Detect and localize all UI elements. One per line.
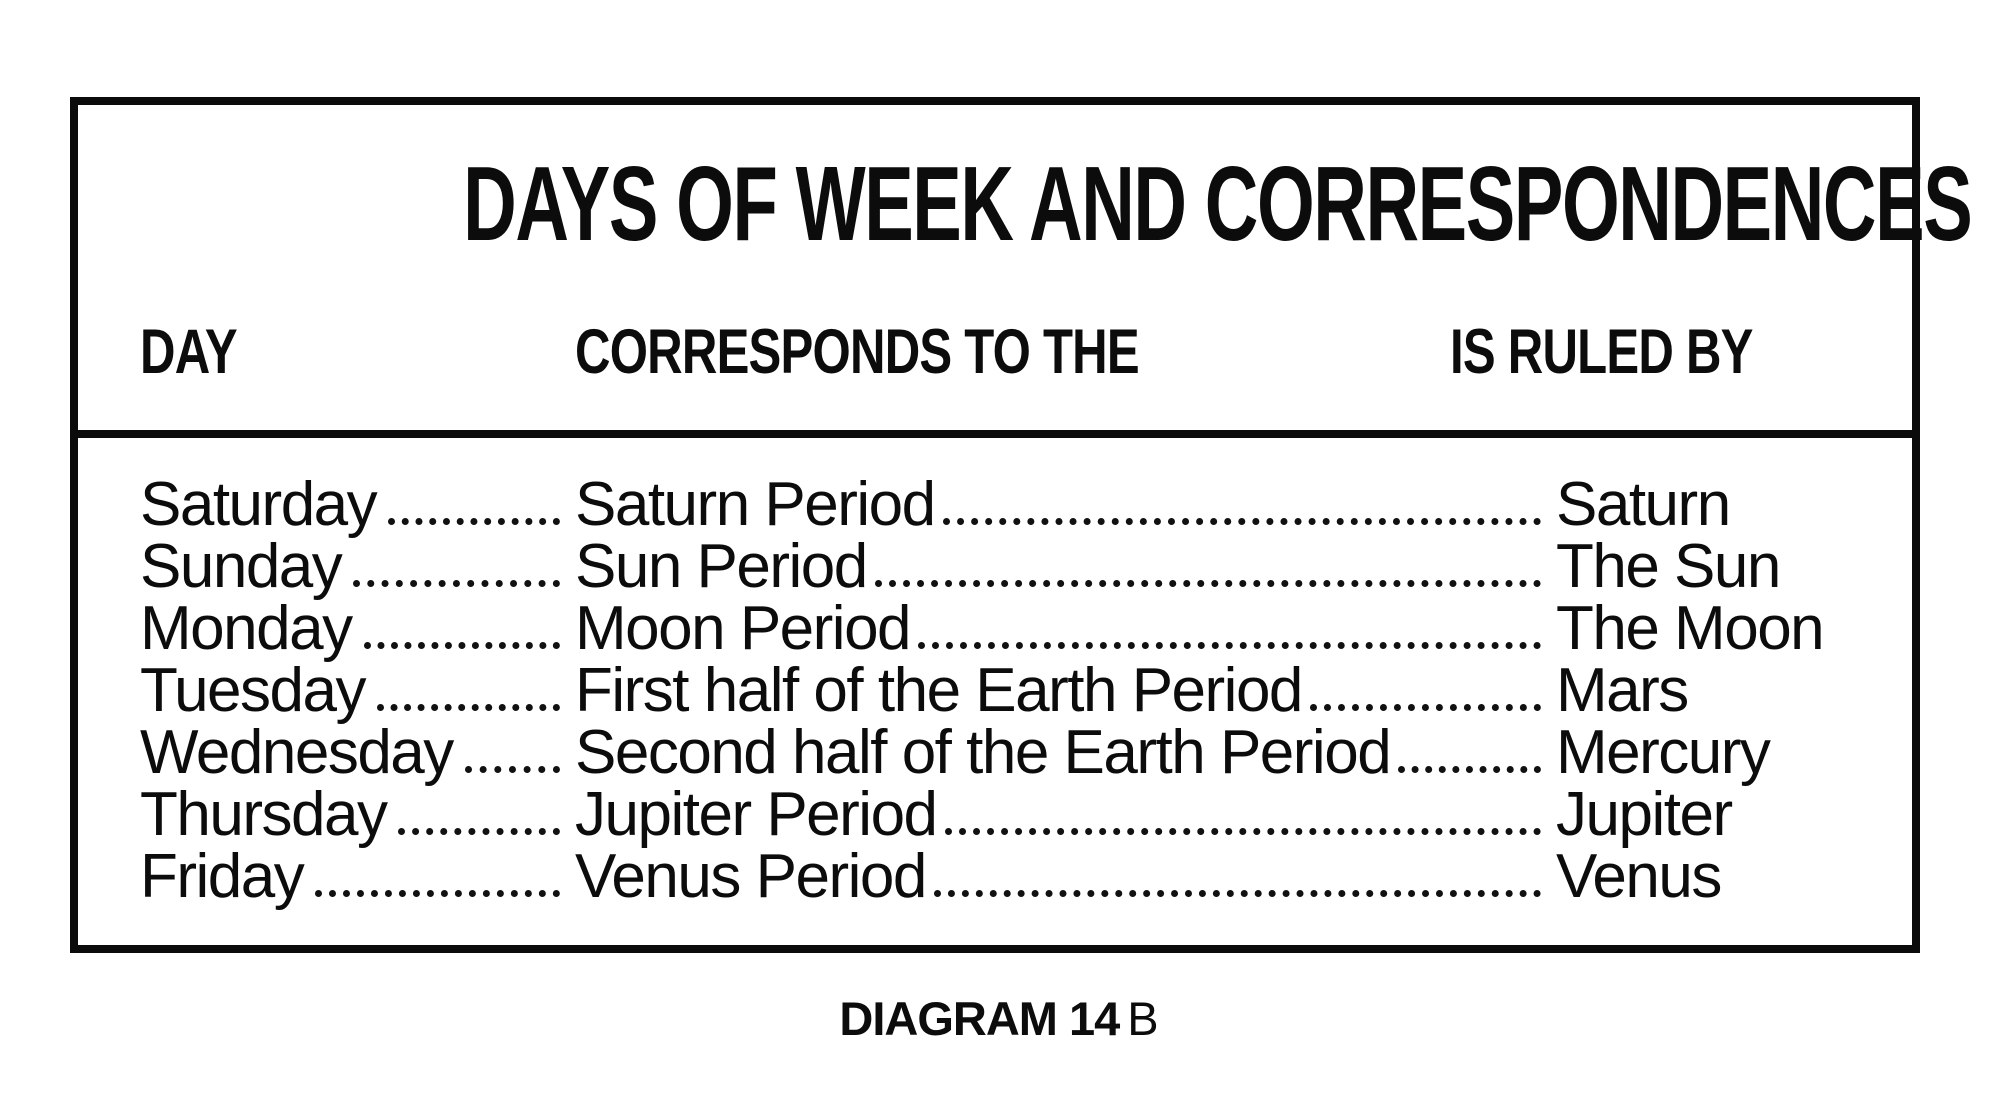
day-cell: Thursday [140, 784, 560, 846]
day-label: Saturday [140, 470, 378, 539]
dot-leader [388, 518, 560, 525]
table-header-row: DAY CORRESPONDS TO THE IS RULED BY [78, 321, 1912, 400]
dot-leader [944, 828, 1541, 835]
table-row: Wednesday Second half of the Earth Perio… [140, 722, 1886, 784]
ruled-by-cell: Jupiter [1556, 784, 1886, 846]
ruled-by-label: Venus [1556, 842, 1722, 911]
day-label: Wednesday [140, 718, 454, 787]
diagram-frame: DAYS OF WEEK AND CORRESPONDENCES DAY COR… [70, 97, 1973, 953]
header-ruled-by: IS RULED BY [1450, 321, 1912, 400]
corresponds-label: First half of the Earth Period [575, 656, 1303, 725]
day-cell: Tuesday [140, 660, 560, 722]
corresponds-label: Jupiter Period [575, 780, 938, 849]
corresponds-cell: Moon Period [575, 598, 1541, 660]
ruled-by-label: The Sun [1556, 532, 1781, 601]
figure-caption: DIAGRAM 14 B [0, 995, 1998, 1042]
page-title: DAYS OF WEEK AND CORRESPONDENCES [463, 145, 1973, 263]
corresponds-label: Sun Period [575, 532, 868, 601]
corresponds-cell: Venus Period [575, 846, 1541, 908]
day-label: Monday [140, 594, 353, 663]
ruled-by-label: Mercury [1556, 718, 1771, 787]
header-divider-rule [78, 430, 1912, 438]
ruled-by-cell: Mercury [1556, 722, 1886, 784]
corresponds-cell: Second half of the Earth Period [575, 722, 1541, 784]
ruled-by-cell: The Sun [1556, 536, 1886, 598]
day-label: Thursday [140, 780, 388, 849]
dot-leader [874, 580, 1541, 587]
ruled-by-label: Mars [1556, 656, 1689, 725]
table-body: Saturday Saturn Period Saturn Sunday Sun [78, 474, 1912, 908]
corresponds-cell: Jupiter Period [575, 784, 1541, 846]
table-row: Sunday Sun Period The Sun [140, 536, 1886, 598]
ruled-by-label: The Moon [1556, 594, 1825, 663]
ruled-by-label: Jupiter [1556, 780, 1733, 849]
header-ruled-by-label: IS RULED BY [1450, 317, 1753, 387]
table-row: Monday Moon Period The Moon [140, 598, 1886, 660]
dot-leader [353, 580, 560, 587]
ruled-by-label: Saturn [1556, 470, 1731, 539]
day-label: Friday [140, 842, 305, 911]
day-label: Sunday [140, 532, 343, 601]
day-cell: Friday [140, 846, 560, 908]
header-corresponds-label: CORRESPONDS TO THE [575, 317, 1140, 387]
dot-leader [315, 890, 560, 897]
caption-light-text: B [1127, 992, 1159, 1045]
corresponds-cell: Sun Period [575, 536, 1541, 598]
header-corresponds: CORRESPONDS TO THE [575, 321, 1450, 400]
corresponds-cell: Saturn Period [575, 474, 1541, 536]
dot-leader [398, 828, 560, 835]
ruled-by-cell: The Moon [1556, 598, 1886, 660]
table-row: Tuesday First half of the Earth Period M… [140, 660, 1886, 722]
corresponds-label: Saturn Period [575, 470, 936, 539]
day-label: Tuesday [140, 656, 367, 725]
dot-leader [918, 642, 1541, 649]
corresponds-cell: First half of the Earth Period [575, 660, 1541, 722]
dot-leader [377, 704, 560, 711]
dot-leader [363, 642, 560, 649]
ruled-by-cell: Venus [1556, 846, 1886, 908]
dot-leader [464, 766, 560, 773]
title-wrap: DAYS OF WEEK AND CORRESPONDENCES [78, 151, 1973, 257]
table-row: Saturday Saturn Period Saturn [140, 474, 1886, 536]
header-day: DAY [140, 321, 575, 400]
dot-leader [1309, 704, 1541, 711]
day-cell: Wednesday [140, 722, 560, 784]
dot-leader [1398, 766, 1541, 773]
corresponds-label: Second half of the Earth Period [575, 718, 1392, 787]
caption-bold-text: DIAGRAM 14 [839, 992, 1120, 1045]
dot-leader [933, 890, 1541, 897]
day-cell: Sunday [140, 536, 560, 598]
header-day-label: DAY [140, 317, 238, 387]
ruled-by-cell: Mars [1556, 660, 1886, 722]
ruled-by-cell: Saturn [1556, 474, 1886, 536]
corresponds-label: Moon Period [575, 594, 912, 663]
dot-leader [942, 518, 1541, 525]
table-row: Friday Venus Period Venus [140, 846, 1886, 908]
day-cell: Monday [140, 598, 560, 660]
day-cell: Saturday [140, 474, 560, 536]
table-row: Thursday Jupiter Period Jupiter [140, 784, 1886, 846]
corresponds-label: Venus Period [575, 842, 927, 911]
